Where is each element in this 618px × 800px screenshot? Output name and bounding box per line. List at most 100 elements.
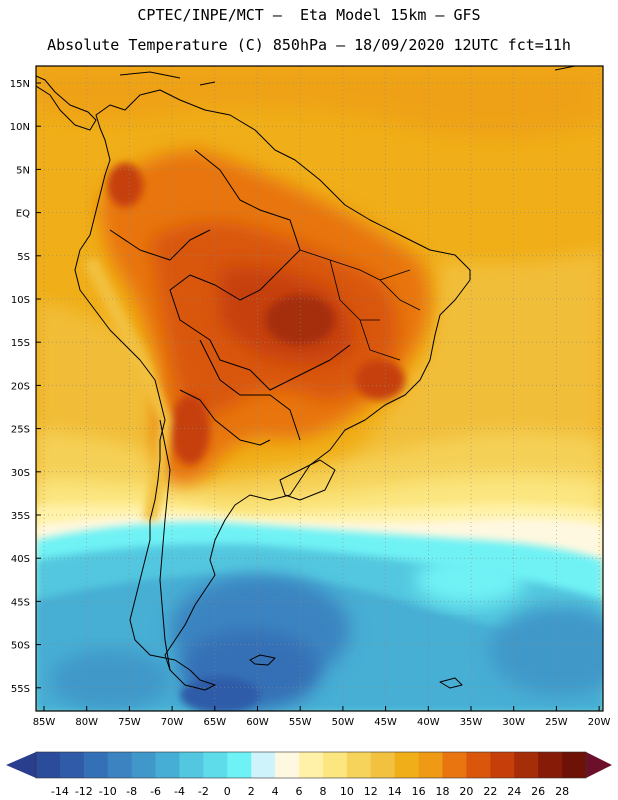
colorbar-swatch [107,752,133,778]
border-argentina [179,389,271,446]
lat-tick-label: 25S [11,425,30,436]
lat-tick-label: 10S [11,295,30,306]
colorbar-swatch [538,752,563,778]
lat-tick-label: EQ [16,209,30,220]
border-peru-colombia [109,229,211,261]
lon-tick-label: 30W [502,717,525,728]
lon-tick-label: 85W [33,717,56,728]
field-cold-west [50,650,170,710]
lat-tick-label: 5N [16,165,30,176]
colorbar-tick-label: 4 [272,785,279,798]
field-warm-north [36,66,603,138]
colorbar-swatch [251,752,276,778]
colorbar-tick-label: 28 [555,785,569,798]
lat-tick-label: 30S [11,468,30,479]
colorbar-tick-label: -8 [126,785,137,798]
colorbar-swatch [155,752,180,778]
lon-tick-label: 40W [417,717,440,728]
colorbar-swatch [227,752,252,778]
uruguay-coast [279,459,336,501]
colorbar-arrow-left [6,752,36,778]
colorbar-swatch [490,752,515,778]
lat-tick-label: 45S [11,597,30,608]
colorbar-tick-label: -14 [51,785,69,798]
lon-tick-label: 55W [289,717,312,728]
temperature-field [36,66,603,711]
colorbar-swatch [83,752,109,778]
lon-tick-label: 60W [246,717,269,728]
field-hot-southeast [355,360,405,400]
colorbar-tick-label: 24 [507,785,521,798]
lon-tick-label: 25W [545,717,568,728]
colorbar-tick-label: 8 [319,785,326,798]
colorbar-tick-label: 22 [483,785,497,798]
colorbar-tick-label: 20 [459,785,473,798]
falklands [249,654,463,689]
colorbar-labels: -14 -12 -10 -8 -6 -4 -2 0 2 4 6 8 10 12 14 16 18 20 22 24 26… [51,785,569,798]
colorbar-tick-label: 14 [388,785,402,798]
lat-tick-label: 10N [10,122,30,133]
plot-frame [35,65,604,712]
field-hot-colombia [107,163,143,207]
colorbar-arrow-right [586,752,612,778]
colorbar-swatch [131,752,157,778]
map-title-line-1: CPTEC/INPE/MCT – Eta Model 15km – GFS [137,6,481,24]
lon-tick-label: 35W [460,717,483,728]
colorbar-tick-label: 2 [248,785,255,798]
colorbar-swatch [370,752,396,778]
latitude-labels: 15N 10N 5N EQ 5S 10S 15S 20S 25S 30S 35S 40S 45S 50S 5… [10,79,41,695]
colorbar-swatch [442,752,467,778]
border-brazil [169,149,351,391]
colorbar-swatch [514,752,539,778]
colorbar: -14 -12 -10 -8 -6 -4 -2 0 2 4 6 8 10 12 14 16 18 20 22 24 26… [6,751,612,798]
colorbar-swatch [59,752,85,778]
colorbar-tick-label: 16 [412,785,426,798]
lon-tick-label: 50W [332,717,355,728]
coastlines [36,66,576,691]
colorbar-swatches [35,751,587,779]
colorbar-tick-label: -10 [99,785,117,798]
colorbar-swatch [36,752,61,778]
border-bolivia-paraguay [199,339,301,441]
colorbar-swatch [322,752,348,778]
lon-tick-label: 80W [75,717,98,728]
field-hot-chaco [170,395,210,465]
colorbar-tick-label: -4 [174,785,185,798]
longitude-labels: 85W 80W 75W 70W 65W 60W 55W 50W 45W 40W 35W 30W 25W 2… [33,706,611,728]
field-cold-east [490,605,603,695]
brazil-states [299,249,421,361]
colorbar-tick-label: 0 [224,785,231,798]
colorbar-swatch [203,752,228,778]
colorbar-tick-label: 10 [340,785,354,798]
colorbar-tick-label: 18 [436,785,450,798]
colorbar-tick-label: -6 [150,785,161,798]
south-america-coast [74,89,471,691]
field-cold-core-3 [180,677,260,711]
caribbean-islands [119,66,576,86]
lon-tick-label: 70W [161,717,184,728]
border-chile [159,419,171,671]
lat-tick-label: 20S [11,381,30,392]
lat-tick-label: 15S [11,338,30,349]
colorbar-tick-label: -12 [75,785,93,798]
colorbar-swatch [179,752,204,778]
colorbar-tick-label: 12 [364,785,378,798]
map-title-line-2: Absolute Temperature (C) 850hPa – 18/09/… [47,36,571,54]
lon-tick-label: 45W [374,717,397,728]
colorbar-swatch [346,752,372,778]
field-continent-core [265,295,335,345]
lon-tick-label: 75W [118,717,141,728]
colorbar-tick-label: 6 [296,785,303,798]
colorbar-swatch [562,752,587,778]
lat-lon-grid [36,66,603,711]
lon-tick-label: 20W [588,717,611,728]
field-mixed-east [415,555,525,605]
lat-tick-label: 15N [10,79,30,90]
colorbar-swatch [275,752,300,778]
colorbar-tick-label: 26 [531,785,545,798]
lat-tick-label: 35S [11,511,30,522]
colorbar-swatch [394,752,420,778]
colorbar-swatch [299,752,324,778]
central-america-coast [36,75,97,131]
